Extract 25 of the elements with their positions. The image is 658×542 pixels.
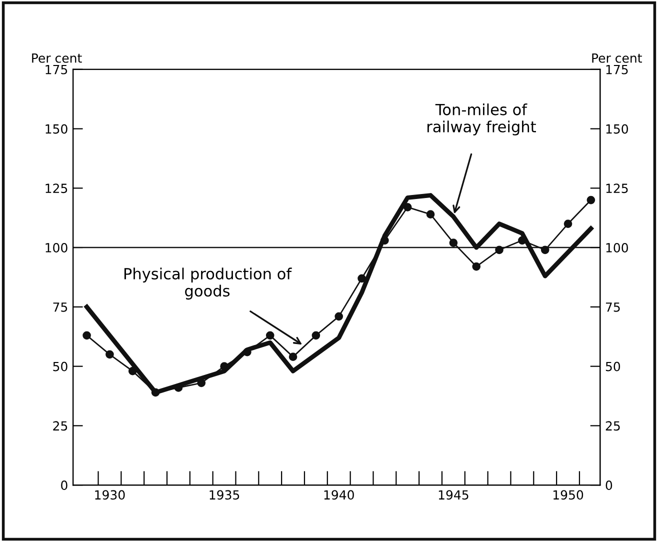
y2-axis-title: Per cent	[592, 54, 642, 63]
y2-tick-label: 0	[606, 480, 612, 490]
y-tick-label: 175	[46, 65, 68, 74]
y-tick-label: 125	[46, 184, 68, 194]
x-tick-label: 1945	[438, 490, 468, 500]
x-tick-label: 1940	[324, 490, 354, 500]
x-tick-label: 1930	[95, 490, 125, 500]
x-tick-label: 1950	[553, 490, 584, 500]
y-tick-label: 0	[61, 480, 68, 490]
y-tick-label: 25	[53, 421, 68, 431]
y2-tick-label: 175	[606, 65, 628, 74]
y2-tick-label: 75	[606, 302, 620, 312]
x-tick-label: 1935	[210, 490, 240, 500]
text: Ton-miles of railway freight	[427, 103, 536, 136]
y2-tick-label: 25	[606, 421, 620, 431]
y-axis-title: Per cent	[32, 54, 82, 63]
y2-tick-label: 50	[606, 362, 620, 372]
y-tick-label: 75	[53, 302, 68, 312]
y-tick-label: 50	[53, 362, 68, 372]
y-tick-label: 100	[46, 243, 68, 252]
y2-tick-label: 150	[606, 124, 628, 134]
y2-tick-label: 125	[606, 184, 628, 194]
text: Physical production of goods	[124, 268, 292, 300]
y2-tick-label: 100	[606, 243, 628, 252]
y-tick-label: 150	[46, 124, 68, 134]
